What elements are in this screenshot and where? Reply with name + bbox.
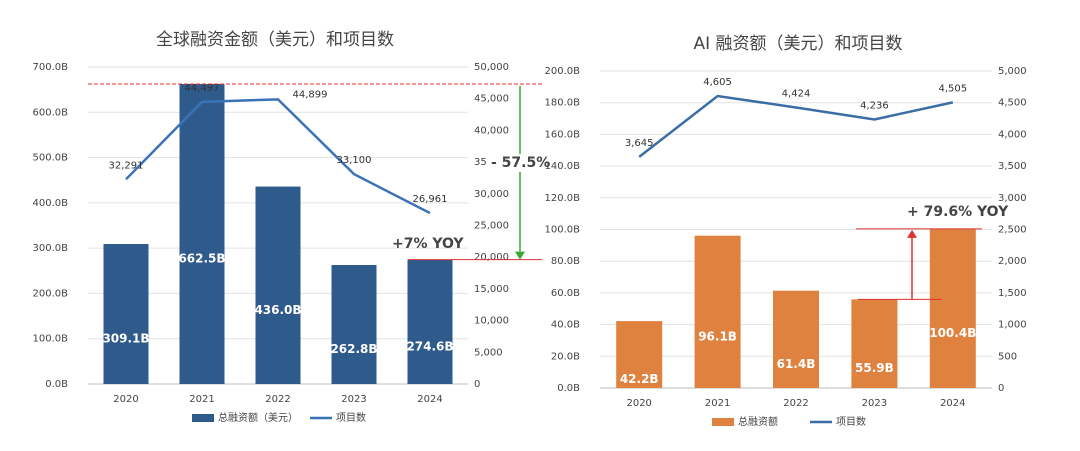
bar	[407, 259, 453, 384]
y2-tick-label: 35	[474, 157, 487, 168]
line-value-label: 32,291	[109, 160, 144, 171]
bar	[255, 186, 301, 384]
bar	[179, 83, 225, 384]
y-tick-label: 0.0B	[45, 379, 68, 390]
y2-tick-label: 10,000	[474, 316, 509, 327]
y-tick-label: 500.0B	[33, 153, 69, 164]
y-tick-label: 0.0B	[557, 383, 580, 394]
y2-tick-label: 25,000	[474, 221, 509, 232]
bar	[929, 228, 976, 388]
annotation-bg	[489, 154, 545, 172]
y2-tick-label: 3,500	[998, 161, 1027, 172]
legend-label: 项目数	[836, 415, 866, 428]
y2-tick-label: 50,000	[474, 62, 509, 73]
bar	[773, 290, 819, 388]
y2-tick-label: 3,000	[998, 193, 1027, 204]
y2-tick-label: 500	[998, 351, 1017, 362]
legend-swatch	[192, 414, 214, 422]
bar	[616, 321, 663, 388]
bar-value-label: 662.5B	[178, 251, 225, 265]
y2-tick-label: 40,000	[474, 125, 509, 136]
line-value-label: 44,899	[293, 89, 328, 100]
y2-tick-label: 45,000	[474, 94, 509, 105]
line-value-label: 4,505	[938, 83, 967, 94]
line-value-label: 4,605	[703, 77, 732, 88]
y-tick-label: 400.0B	[33, 198, 69, 209]
y-tick-label: 160.0B	[545, 129, 581, 140]
legend-label: 总融资额（美元）	[218, 411, 298, 424]
legend-label: 总融资额	[738, 415, 778, 428]
bar	[331, 264, 377, 384]
y2-tick-label: 4,500	[998, 98, 1027, 109]
bar-value-label: 96.1B	[698, 329, 737, 343]
legend-label: 项目数	[336, 411, 366, 424]
y-tick-label: 20.0B	[551, 351, 580, 362]
annotation: - 57.5%	[491, 155, 550, 171]
y2-tick-label: 30,000	[474, 189, 509, 200]
y-tick-label: 140.0B	[545, 161, 581, 172]
arrow-head	[515, 251, 525, 260]
line	[125, 98, 431, 215]
annotation: +7% YOY	[392, 236, 464, 252]
bar	[851, 299, 898, 388]
y-tick-label: 60.0B	[551, 288, 580, 299]
bar-value-label: 55.9B	[855, 361, 894, 375]
bar-value-label: 436.0B	[254, 303, 301, 317]
bar-value-label: 309.1B	[102, 332, 149, 346]
x-tick-label: 2021	[189, 394, 214, 405]
y2-tick-label: 5,000	[474, 347, 503, 358]
bar-value-label: 61.4B	[777, 357, 816, 371]
y-tick-label: 100.0B	[545, 225, 581, 236]
y-tick-label: 300.0B	[33, 243, 69, 254]
y-tick-label: 180.0B	[545, 98, 581, 109]
y-tick-label: 120.0B	[545, 193, 581, 204]
line-value-label: 4,236	[860, 100, 889, 111]
legend-swatch	[712, 418, 734, 426]
y2-tick-label: 2,000	[998, 256, 1027, 267]
y-tick-label: 40.0B	[551, 320, 580, 331]
arrow-head	[907, 229, 917, 238]
y2-tick-label: 0	[998, 383, 1004, 394]
chart-title: 全球融资金额（美元）和项目数	[156, 30, 394, 50]
bar	[103, 244, 149, 384]
y2-tick-label: 1,000	[998, 320, 1027, 331]
bar-value-label: 274.6B	[406, 339, 453, 353]
x-tick-label: 2023	[862, 398, 887, 409]
y2-tick-label: 15,000	[474, 284, 509, 295]
x-tick-label: 2023	[341, 394, 366, 405]
bar-value-label: 100.4B	[929, 326, 976, 340]
y-tick-label: 200.0B	[545, 66, 581, 77]
line-value-label: 26,961	[413, 194, 448, 205]
y-tick-label: 200.0B	[33, 288, 69, 299]
line-value-label: 44,497	[185, 83, 220, 94]
line-value-label: 4,424	[782, 89, 811, 100]
y-tick-label: 100.0B	[33, 334, 69, 345]
bar-value-label: 42.2B	[620, 372, 659, 386]
x-tick-label: 2022	[783, 398, 808, 409]
line-value-label: 3,645	[625, 138, 654, 149]
x-tick-label: 2024	[417, 394, 442, 405]
bar	[694, 235, 741, 388]
y2-tick-label: 4,000	[998, 129, 1027, 140]
y2-tick-label: 0	[474, 379, 480, 390]
line-value-label: 33,100	[337, 155, 372, 166]
x-tick-label: 2020	[626, 398, 651, 409]
y2-tick-label: 20,000	[474, 252, 509, 263]
x-tick-label: 2021	[705, 398, 730, 409]
y-tick-label: 700.0B	[33, 62, 69, 73]
annotation: + 79.6% YOY	[907, 204, 1009, 220]
bar-value-label: 262.8B	[330, 342, 377, 356]
y2-tick-label: 2,500	[998, 225, 1027, 236]
x-tick-label: 2020	[113, 394, 138, 405]
y-tick-label: 80.0B	[551, 256, 580, 267]
y2-tick-label: 5,000	[998, 66, 1027, 77]
chart-title: AI 融资额（美元）和项目数	[693, 34, 902, 54]
x-tick-label: 2024	[940, 398, 965, 409]
line	[638, 94, 954, 158]
y2-tick-label: 1,500	[998, 288, 1027, 299]
y-tick-label: 600.0B	[33, 107, 69, 118]
x-tick-label: 2022	[265, 394, 290, 405]
